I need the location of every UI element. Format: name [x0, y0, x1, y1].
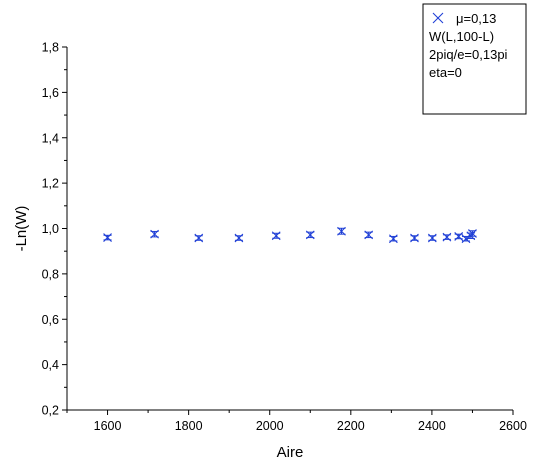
x-axis-title: Aire — [277, 444, 304, 460]
data-point — [468, 229, 477, 238]
y-tick-label: 0,6 — [42, 313, 59, 327]
x-tick-label: 2600 — [499, 419, 527, 433]
marker-stroke — [305, 230, 315, 240]
data-point — [103, 233, 112, 242]
y-tick-label: 0,8 — [42, 267, 59, 281]
x-tick-label: 2200 — [337, 419, 365, 433]
tick-marks — [62, 46, 514, 415]
marker-stroke — [103, 233, 112, 242]
y-tick-label: 1,6 — [42, 86, 59, 100]
legend: μ=0,13 W(L,100-L) 2piq/e=0,13pi eta=0 — [422, 3, 527, 115]
data-point — [427, 233, 437, 243]
x-tick-label: 2000 — [256, 419, 284, 433]
legend-text: 2piq/e=0,13pi — [429, 47, 508, 62]
marker-stroke — [454, 232, 464, 241]
marker-stroke — [442, 232, 452, 242]
marker-stroke — [271, 231, 281, 241]
y-tick-label: 1,2 — [42, 177, 59, 191]
y-axis-title: -Ln(W) — [13, 206, 30, 252]
legend-marker-icon — [432, 12, 444, 24]
x-tick-label: 2400 — [418, 419, 446, 433]
data-point — [454, 232, 464, 241]
marker-stroke — [410, 233, 419, 243]
data-point — [194, 233, 204, 243]
y-tick-label: 0,2 — [42, 404, 59, 418]
legend-box — [422, 3, 527, 115]
x-tick-label: 1800 — [175, 419, 203, 433]
data-point — [410, 233, 419, 243]
marker-stroke — [364, 230, 374, 240]
marker-stroke — [194, 233, 204, 243]
legend-text: W(L,100-L) — [429, 29, 494, 44]
legend-text: μ=0,13 — [456, 11, 496, 26]
marker-stroke — [337, 226, 346, 236]
data-point — [389, 234, 398, 244]
x-tick-label: 1600 — [94, 419, 122, 433]
data-point — [337, 226, 346, 236]
data-point — [271, 231, 281, 241]
data-point — [305, 230, 315, 240]
marker-stroke — [427, 233, 437, 243]
y-tick-label: 1,4 — [42, 131, 59, 145]
data-point — [364, 230, 374, 240]
data-point — [442, 232, 452, 242]
y-tick-label: 0,4 — [42, 358, 59, 372]
marker-stroke — [150, 229, 159, 239]
y-tick-label: 1,0 — [42, 222, 59, 236]
tick-labels: 1600 1800 2000 2200 2400 2600 0,2 0,4 0,6 0,8 1,0 1… — [42, 41, 527, 434]
y-tick-label: 1,8 — [42, 41, 59, 55]
legend-text: eta=0 — [429, 65, 462, 80]
data-point — [234, 233, 244, 243]
marker-stroke — [389, 234, 398, 244]
data-points — [103, 226, 477, 244]
marker-stroke — [234, 233, 244, 243]
data-point — [150, 229, 159, 239]
marker-stroke — [468, 229, 477, 238]
